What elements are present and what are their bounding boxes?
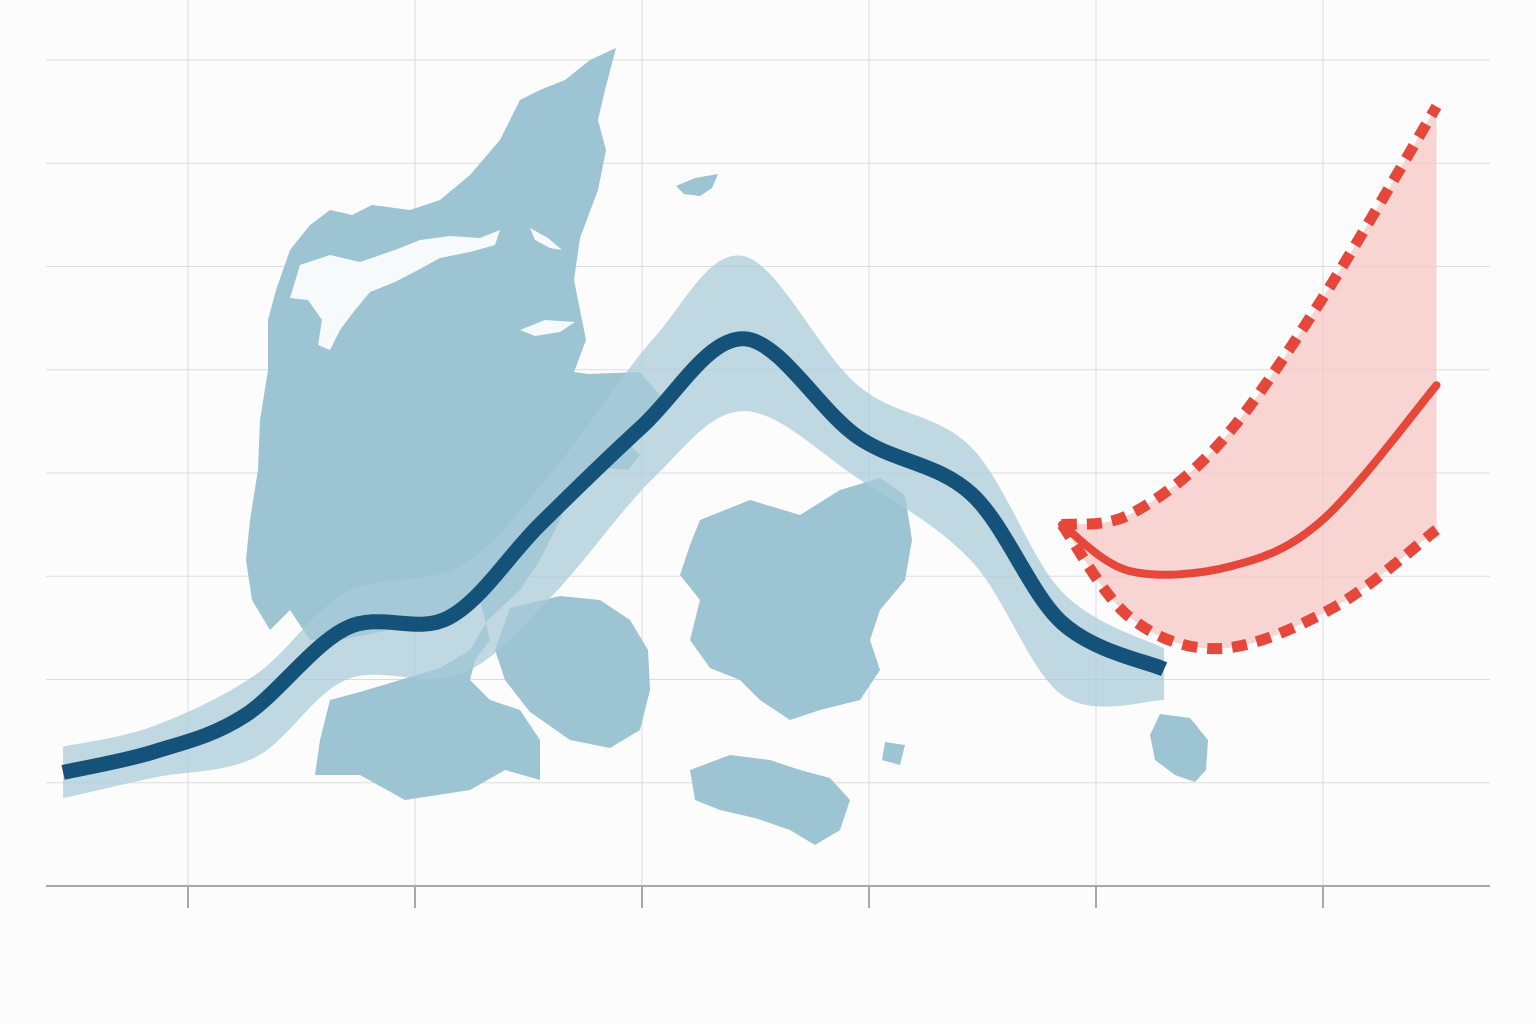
map-bornholm — [1150, 714, 1208, 782]
x-axis — [46, 885, 1490, 908]
series-lines — [61, 103, 1442, 780]
projection-upper-bound-line — [1061, 103, 1442, 531]
map-mon — [882, 742, 905, 765]
projection-line — [1058, 381, 1441, 579]
projection-band — [1062, 106, 1437, 649]
historical-uncertainty-band — [63, 255, 1165, 799]
projection-lower-bound-line — [1057, 521, 1440, 655]
historical-line — [61, 331, 1168, 780]
map-fjord-mariager — [530, 228, 562, 250]
map-anholt — [676, 174, 718, 196]
denmark-map-background — [246, 48, 1208, 845]
historical-band — [63, 255, 1165, 799]
map-funen — [495, 596, 650, 748]
map-zealand — [680, 478, 912, 720]
map-lolland-falster — [690, 755, 850, 845]
projection-uncertainty-band — [1062, 106, 1437, 649]
map-limfjord — [290, 230, 500, 350]
map-fjord-east — [520, 320, 575, 336]
